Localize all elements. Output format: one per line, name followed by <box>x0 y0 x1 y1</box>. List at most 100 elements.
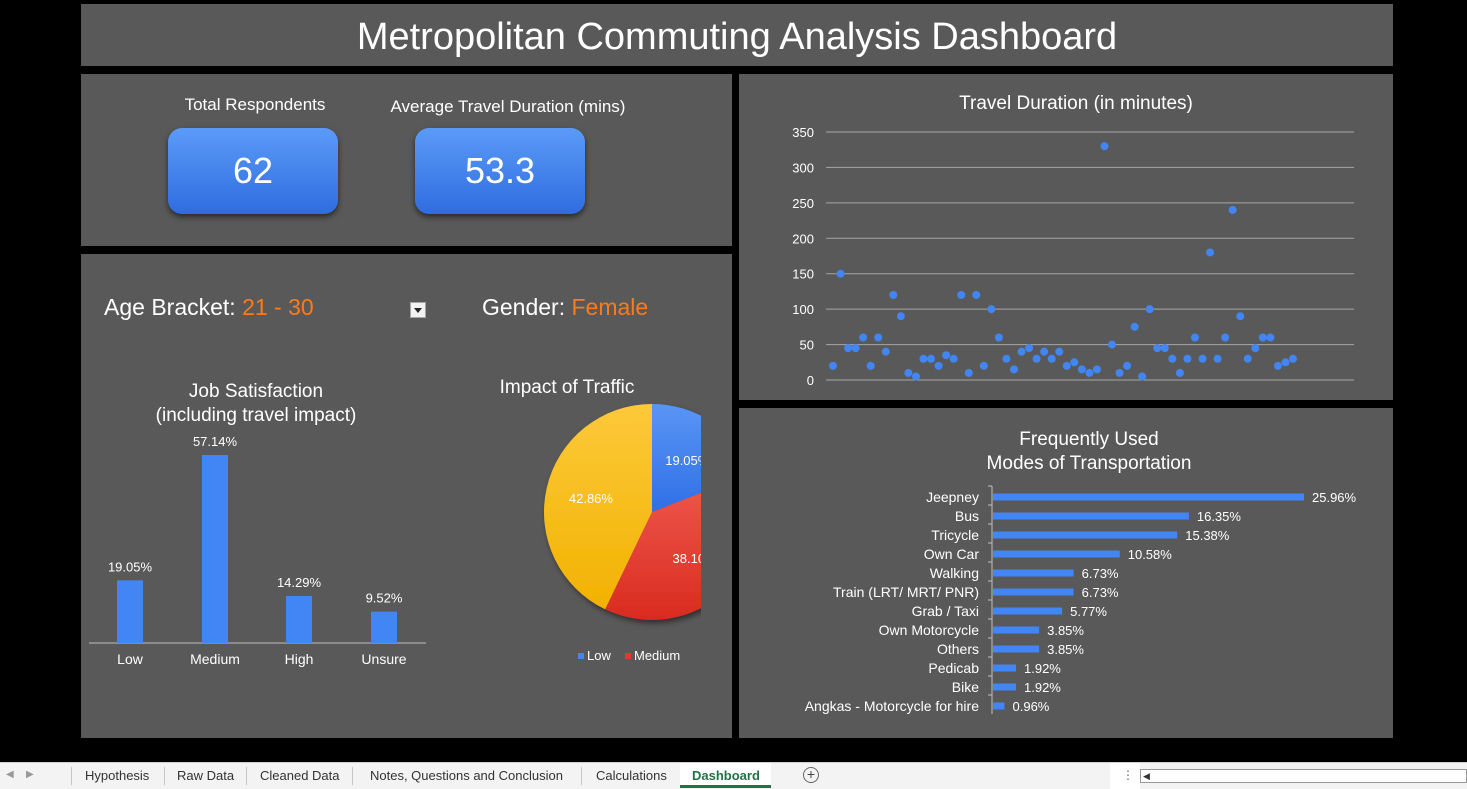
modes-bar <box>993 569 1074 577</box>
travel-point <box>911 372 920 381</box>
job-bar <box>286 595 312 643</box>
travel-point <box>1077 365 1086 374</box>
job-satisfaction-title-line2: (including travel impact) <box>155 405 357 426</box>
modes-data-label: 6.73% <box>1082 585 1119 600</box>
job-bar <box>117 580 143 643</box>
add-sheet-icon[interactable]: + <box>803 767 819 783</box>
impact-of-traffic-chart: 19.05%38.10%42.86%LowMediumHigh <box>544 404 701 663</box>
travel-point <box>1206 248 1215 257</box>
travel-point <box>1092 365 1101 374</box>
travel-point <box>994 333 1003 342</box>
travel-y-tick: 350 <box>792 125 814 140</box>
modes-bar <box>993 664 1017 672</box>
nav-left-icon[interactable]: ◀ <box>6 769 14 780</box>
travel-point <box>1183 354 1192 363</box>
tab-cleaned-data[interactable]: Cleaned Data <box>260 768 340 783</box>
traffic-slice <box>544 404 652 610</box>
travel-point <box>1108 340 1117 349</box>
kpi-panel: Total Respondents 62 Average Travel Dura… <box>81 74 732 246</box>
job-data-label: 19.05% <box>108 559 153 574</box>
travel-point <box>1258 333 1267 342</box>
traffic-data-label: 19.05% <box>665 453 701 468</box>
modes-data-label: 6.73% <box>1082 566 1119 581</box>
options-icon[interactable]: ⋮ <box>1122 768 1134 782</box>
travel-point <box>851 344 860 353</box>
average-duration-label: Average Travel Duration (mins) <box>390 97 626 116</box>
travel-point <box>836 269 845 278</box>
average-duration-card: 53.3 <box>415 128 585 214</box>
gender-label: Gender: <box>482 294 566 320</box>
modes-title-line2: Modes of Transportation <box>986 453 1192 474</box>
travel-point <box>1168 354 1177 363</box>
traffic-data-label: 38.10% <box>673 551 701 566</box>
traffic-data-label: 42.86% <box>569 491 614 506</box>
age-bracket-dropdown-icon[interactable] <box>410 302 426 318</box>
travel-point <box>927 354 936 363</box>
job-category-label: High <box>285 651 314 667</box>
horizontal-scrollbar[interactable]: ◀ <box>1140 769 1467 783</box>
travel-point <box>1251 344 1260 353</box>
travel-point <box>1047 354 1056 363</box>
modes-panel: Frequently Used Modes of Transportation … <box>739 408 1393 738</box>
modes-bar <box>993 531 1178 539</box>
active-tab-indicator <box>680 763 771 788</box>
filter-panel: Age Bracket: 21 - 30 Gender: Female Job … <box>81 254 732 738</box>
modes-category-label: Train (LRT/ MRT/ PNR) <box>833 584 979 600</box>
modes-category-label: Others <box>937 641 979 657</box>
modes-bar <box>993 588 1074 596</box>
modes-data-label: 25.96% <box>1312 490 1357 505</box>
travel-y-tick: 300 <box>792 160 814 175</box>
sheet-tab-bar: ◀ ▶ Hypothesis Raw Data Cleaned Data Not… <box>0 762 1467 789</box>
travel-duration-panel: Travel Duration (in minutes) 0 50 100 150 20… <box>739 74 1393 400</box>
travel-point <box>1009 365 1018 374</box>
travel-point <box>881 347 890 356</box>
nav-right-icon[interactable]: ▶ <box>26 769 34 780</box>
travel-point <box>1032 354 1041 363</box>
traffic-legend-swatch <box>578 653 584 659</box>
job-satisfaction-title-line1: Job Satisfaction <box>188 381 324 402</box>
travel-point <box>904 368 913 377</box>
age-bracket-filter: Age Bracket: 21 - 30 <box>104 294 314 321</box>
traffic-slice <box>605 492 701 620</box>
travel-point <box>1002 354 1011 363</box>
traffic-legend-label: Medium <box>634 648 680 663</box>
travel-point <box>942 351 951 360</box>
travel-point <box>987 305 996 314</box>
modes-chart: 25.96% Jeepney 16.35% Bus 15.38% Tricycle 10.5… <box>805 485 1357 714</box>
travel-point <box>874 333 883 342</box>
age-bracket-value: 21 - 30 <box>242 294 314 320</box>
modes-category-label: Own Car <box>924 546 980 562</box>
travel-point <box>1130 322 1139 331</box>
tab-calculations[interactable]: Calculations <box>596 768 667 783</box>
travel-y-tick: 200 <box>792 231 814 246</box>
travel-point <box>1123 361 1132 370</box>
travel-point <box>866 361 875 370</box>
gender-value: Female <box>571 294 649 320</box>
job-category-label: Unsure <box>361 651 406 667</box>
travel-point <box>1062 361 1071 370</box>
modes-category-label: Walking <box>930 565 979 581</box>
travel-point <box>896 312 905 321</box>
travel-y-tick: 100 <box>792 302 814 317</box>
travel-point <box>1221 333 1230 342</box>
modes-bar <box>993 645 1040 653</box>
modes-category-label: Bike <box>952 679 979 695</box>
travel-point <box>1228 205 1237 214</box>
tab-raw-data[interactable]: Raw Data <box>177 768 235 783</box>
modes-category-label: Angkas - Motorcycle for hire <box>805 698 979 714</box>
travel-point <box>1190 333 1199 342</box>
travel-point <box>889 290 898 299</box>
travel-point <box>1100 142 1109 151</box>
tab-hypothesis[interactable]: Hypothesis <box>85 768 150 783</box>
tab-notes[interactable]: Notes, Questions and Conclusion <box>370 768 563 783</box>
modes-category-label: Own Motorcycle <box>879 622 980 638</box>
tab-dashboard[interactable]: Dashboard <box>692 768 760 783</box>
impact-of-traffic-title: Impact of Traffic <box>499 377 635 398</box>
travel-point <box>1115 368 1124 377</box>
travel-point <box>1213 354 1222 363</box>
travel-point <box>1198 354 1207 363</box>
modes-data-label: 3.85% <box>1047 642 1084 657</box>
scroll-left-icon[interactable]: ◀ <box>1143 771 1150 781</box>
age-bracket-label: Age Bracket: <box>104 294 236 320</box>
travel-y-tick: 0 <box>807 373 814 388</box>
